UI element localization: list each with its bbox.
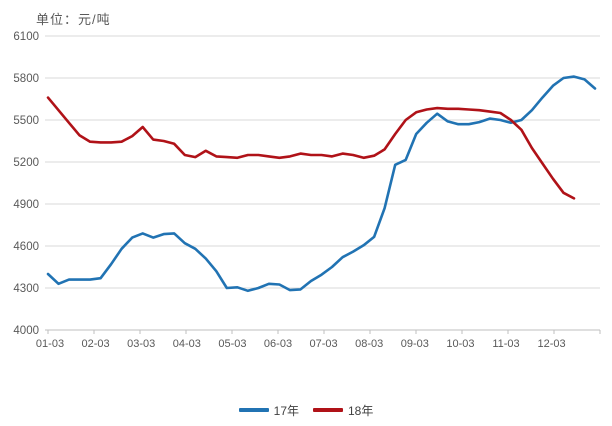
x-tick-label-12-03: 12-03 (538, 338, 566, 350)
y-tick-label-5800: 5800 (13, 73, 39, 85)
legend-item-18年: 18年 (313, 402, 373, 419)
y-tick-label-4600: 4600 (13, 241, 39, 253)
x-tick-label-03-03: 03-03 (127, 338, 155, 350)
x-tick-label-05-03: 05-03 (218, 338, 246, 350)
legend-swatch-18年 (313, 408, 343, 412)
y-tick-label-4900: 4900 (13, 199, 39, 211)
y-tick-label-5500: 5500 (13, 115, 39, 127)
y-tick-label-6100: 6100 (13, 31, 39, 43)
x-tick-label-01-03: 01-03 (36, 338, 64, 350)
legend-swatch-17年 (238, 408, 269, 412)
x-tick-label-10-03: 10-03 (446, 338, 474, 350)
legend-label-18年: 18年 (348, 403, 374, 418)
y-tick-label-4000: 4000 (13, 325, 39, 337)
x-tick-label-06-03: 06-03 (264, 338, 292, 350)
y-tick-label-5200: 5200 (13, 157, 39, 169)
chart-legend: 17年 18年 (0, 399, 612, 421)
y-tick-label-4300: 4300 (13, 283, 39, 295)
x-tick-label-08-03: 08-03 (355, 338, 383, 350)
x-tick-label-07-03: 07-03 (310, 338, 338, 350)
series-line-18年 (46, 96, 576, 200)
x-tick-label-09-03: 09-03 (401, 338, 429, 350)
legend-item-17年: 17年 (238, 402, 299, 419)
legend-label-17年: 17年 (273, 403, 299, 418)
x-tick-label-11-03: 11-03 (492, 338, 519, 350)
series-line-17年 (46, 75, 597, 293)
unit-label: 单位：元/吨 (36, 12, 111, 27)
x-tick-label-02-03: 02-03 (82, 338, 110, 350)
x-tick-label-04-03: 04-03 (173, 338, 201, 350)
